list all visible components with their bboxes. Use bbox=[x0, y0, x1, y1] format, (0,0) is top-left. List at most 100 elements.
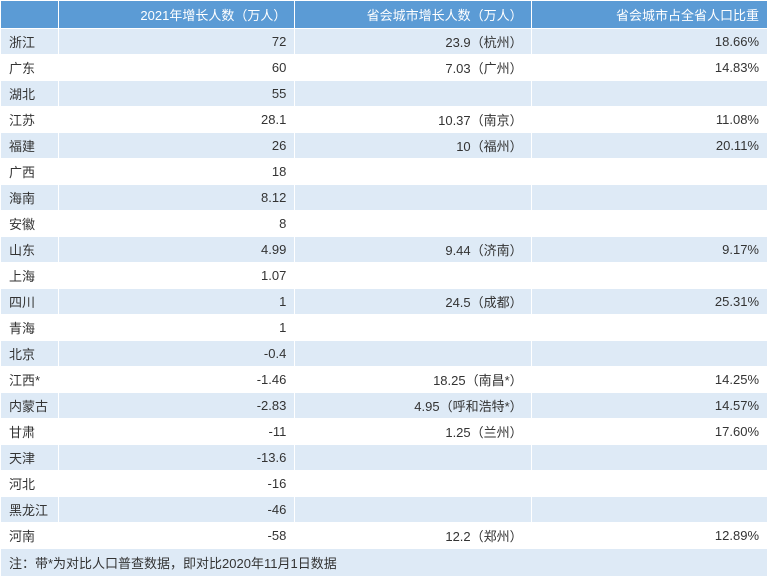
cell-growth: 28.1 bbox=[59, 107, 295, 133]
cell-capital-ratio bbox=[531, 185, 767, 211]
cell-capital-ratio: 9.17% bbox=[531, 237, 767, 263]
cell-province: 黑龙江 bbox=[1, 497, 59, 523]
cell-province: 上海 bbox=[1, 263, 59, 289]
cell-growth: 8 bbox=[59, 211, 295, 237]
cell-capital-growth bbox=[295, 315, 531, 341]
header-growth: 2021年增长人数（万人） bbox=[59, 1, 295, 29]
cell-capital-growth bbox=[295, 263, 531, 289]
cell-province: 江苏 bbox=[1, 107, 59, 133]
cell-growth: -16 bbox=[59, 471, 295, 497]
cell-capital-ratio: 11.08% bbox=[531, 107, 767, 133]
cell-capital-growth: 10.37（南京） bbox=[295, 107, 531, 133]
table-row: 甘肃-111.25（兰州）17.60% bbox=[1, 419, 768, 445]
cell-province: 广东 bbox=[1, 55, 59, 81]
table-row: 福建2610（福州）20.11% bbox=[1, 133, 768, 159]
cell-province: 青海 bbox=[1, 315, 59, 341]
table-row: 黑龙江-46 bbox=[1, 497, 768, 523]
cell-growth: 1 bbox=[59, 315, 295, 341]
cell-growth: -11 bbox=[59, 419, 295, 445]
cell-growth: 8.12 bbox=[59, 185, 295, 211]
cell-capital-ratio: 14.57% bbox=[531, 393, 767, 419]
table-row: 天津-13.6 bbox=[1, 445, 768, 471]
cell-capital-growth: 23.9（杭州） bbox=[295, 29, 531, 55]
cell-capital-growth bbox=[295, 341, 531, 367]
cell-province: 江西* bbox=[1, 367, 59, 393]
cell-province: 四川 bbox=[1, 289, 59, 315]
cell-province: 内蒙古 bbox=[1, 393, 59, 419]
table-body: 浙江7223.9（杭州）18.66%广东607.03（广州）14.83%湖北55… bbox=[1, 29, 768, 549]
cell-capital-growth: 4.95（呼和浩特*） bbox=[295, 393, 531, 419]
cell-province: 北京 bbox=[1, 341, 59, 367]
cell-capital-growth: 1.25（兰州） bbox=[295, 419, 531, 445]
cell-capital-ratio bbox=[531, 211, 767, 237]
table-row: 江西*-1.4618.25（南昌*）14.25% bbox=[1, 367, 768, 393]
cell-province: 海南 bbox=[1, 185, 59, 211]
table-row: 北京-0.4 bbox=[1, 341, 768, 367]
cell-capital-growth: 18.25（南昌*） bbox=[295, 367, 531, 393]
table-row: 海南8.12 bbox=[1, 185, 768, 211]
cell-capital-ratio: 25.31% bbox=[531, 289, 767, 315]
cell-capital-growth bbox=[295, 497, 531, 523]
table-row: 山东4.999.44（济南）9.17% bbox=[1, 237, 768, 263]
cell-capital-growth: 7.03（广州） bbox=[295, 55, 531, 81]
cell-growth: 72 bbox=[59, 29, 295, 55]
cell-province: 安徽 bbox=[1, 211, 59, 237]
cell-capital-ratio bbox=[531, 263, 767, 289]
table-row: 四川124.5（成都）25.31% bbox=[1, 289, 768, 315]
cell-growth: -1.46 bbox=[59, 367, 295, 393]
cell-growth: -13.6 bbox=[59, 445, 295, 471]
table-row: 河北-16 bbox=[1, 471, 768, 497]
cell-capital-growth: 10（福州） bbox=[295, 133, 531, 159]
table-row: 湖北55 bbox=[1, 81, 768, 107]
cell-capital-growth: 9.44（济南） bbox=[295, 237, 531, 263]
cell-province: 甘肃 bbox=[1, 419, 59, 445]
table-footnote-row: 注：带*为对比人口普查数据，即对比2020年11月1日数据 bbox=[1, 549, 768, 577]
table-row: 江苏28.110.37（南京）11.08% bbox=[1, 107, 768, 133]
cell-capital-ratio bbox=[531, 497, 767, 523]
cell-capital-ratio bbox=[531, 315, 767, 341]
cell-growth: 18 bbox=[59, 159, 295, 185]
cell-growth: 4.99 bbox=[59, 237, 295, 263]
cell-growth: 1 bbox=[59, 289, 295, 315]
cell-growth: 60 bbox=[59, 55, 295, 81]
cell-capital-ratio: 18.66% bbox=[531, 29, 767, 55]
cell-capital-growth: 24.5（成都） bbox=[295, 289, 531, 315]
cell-capital-ratio: 14.25% bbox=[531, 367, 767, 393]
table-row: 安徽8 bbox=[1, 211, 768, 237]
cell-capital-ratio: 17.60% bbox=[531, 419, 767, 445]
cell-capital-ratio: 14.83% bbox=[531, 55, 767, 81]
cell-growth: -58 bbox=[59, 523, 295, 549]
cell-capital-growth bbox=[295, 211, 531, 237]
table-row: 浙江7223.9（杭州）18.66% bbox=[1, 29, 768, 55]
cell-capital-ratio bbox=[531, 159, 767, 185]
cell-province: 湖北 bbox=[1, 81, 59, 107]
header-province bbox=[1, 1, 59, 29]
header-capital-ratio: 省会城市占全省人口比重 bbox=[531, 1, 767, 29]
cell-capital-ratio bbox=[531, 445, 767, 471]
cell-province: 河南 bbox=[1, 523, 59, 549]
cell-province: 天津 bbox=[1, 445, 59, 471]
cell-province: 广西 bbox=[1, 159, 59, 185]
cell-capital-ratio bbox=[531, 341, 767, 367]
cell-capital-growth bbox=[295, 471, 531, 497]
cell-growth: -0.4 bbox=[59, 341, 295, 367]
cell-capital-ratio bbox=[531, 471, 767, 497]
cell-province: 浙江 bbox=[1, 29, 59, 55]
cell-capital-ratio bbox=[531, 81, 767, 107]
cell-province: 河北 bbox=[1, 471, 59, 497]
table-row: 广东607.03（广州）14.83% bbox=[1, 55, 768, 81]
table-header-row: 2021年增长人数（万人） 省会城市增长人数（万人） 省会城市占全省人口比重 bbox=[1, 1, 768, 29]
cell-capital-ratio: 20.11% bbox=[531, 133, 767, 159]
cell-capital-ratio: 12.89% bbox=[531, 523, 767, 549]
cell-growth: 55 bbox=[59, 81, 295, 107]
cell-capital-growth bbox=[295, 81, 531, 107]
table-row: 内蒙古-2.834.95（呼和浩特*）14.57% bbox=[1, 393, 768, 419]
footnote-text: 注：带*为对比人口普查数据，即对比2020年11月1日数据 bbox=[1, 549, 768, 577]
table-row: 广西18 bbox=[1, 159, 768, 185]
table-row: 上海1.07 bbox=[1, 263, 768, 289]
cell-province: 山东 bbox=[1, 237, 59, 263]
cell-capital-growth bbox=[295, 185, 531, 211]
cell-growth: 26 bbox=[59, 133, 295, 159]
cell-growth: -46 bbox=[59, 497, 295, 523]
cell-capital-growth: 12.2（郑州） bbox=[295, 523, 531, 549]
